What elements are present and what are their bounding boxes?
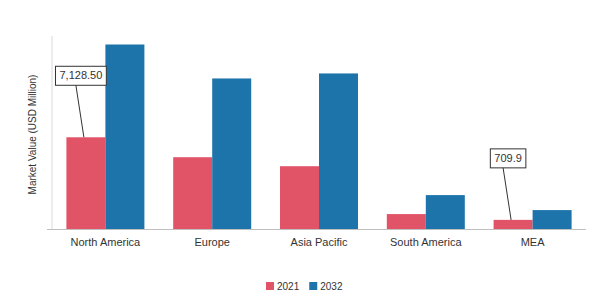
bar	[280, 166, 319, 229]
legend-label: 2021	[277, 281, 300, 292]
y-axis-line	[52, 36, 53, 229]
bar	[387, 214, 426, 229]
bar	[212, 78, 251, 229]
callout-box	[490, 149, 526, 168]
y-axis-label: Market Value (USD Million)	[27, 75, 38, 195]
data-label: 7,128.50	[59, 69, 102, 81]
legend-swatch	[266, 282, 274, 290]
data-label: 709.9	[494, 152, 522, 164]
callout-line	[76, 85, 84, 137]
callout-line	[503, 168, 511, 220]
bar	[173, 157, 212, 229]
x-tick-label: MEA	[521, 236, 546, 248]
x-tick-label: North America	[71, 236, 142, 248]
legend-label: 2032	[320, 281, 343, 292]
bar	[533, 210, 572, 229]
legend: 2021 2032	[266, 281, 343, 292]
bar	[426, 195, 465, 229]
x-tick-label: Europe	[194, 236, 229, 248]
x-axis-line	[47, 229, 586, 230]
data-labels: 7,128.50 709.9	[55, 66, 525, 220]
bar	[66, 137, 105, 229]
bars	[66, 44, 571, 229]
x-tick-label: South America	[390, 236, 462, 248]
bar	[494, 220, 533, 229]
chart: 7,128.50 709.9 North America Europe Asia Pac…	[0, 0, 602, 308]
bar	[105, 44, 144, 229]
callout-box	[55, 66, 106, 85]
x-tick-label: Asia Pacific	[291, 236, 348, 248]
legend-swatch	[309, 282, 317, 290]
bar	[319, 73, 358, 229]
